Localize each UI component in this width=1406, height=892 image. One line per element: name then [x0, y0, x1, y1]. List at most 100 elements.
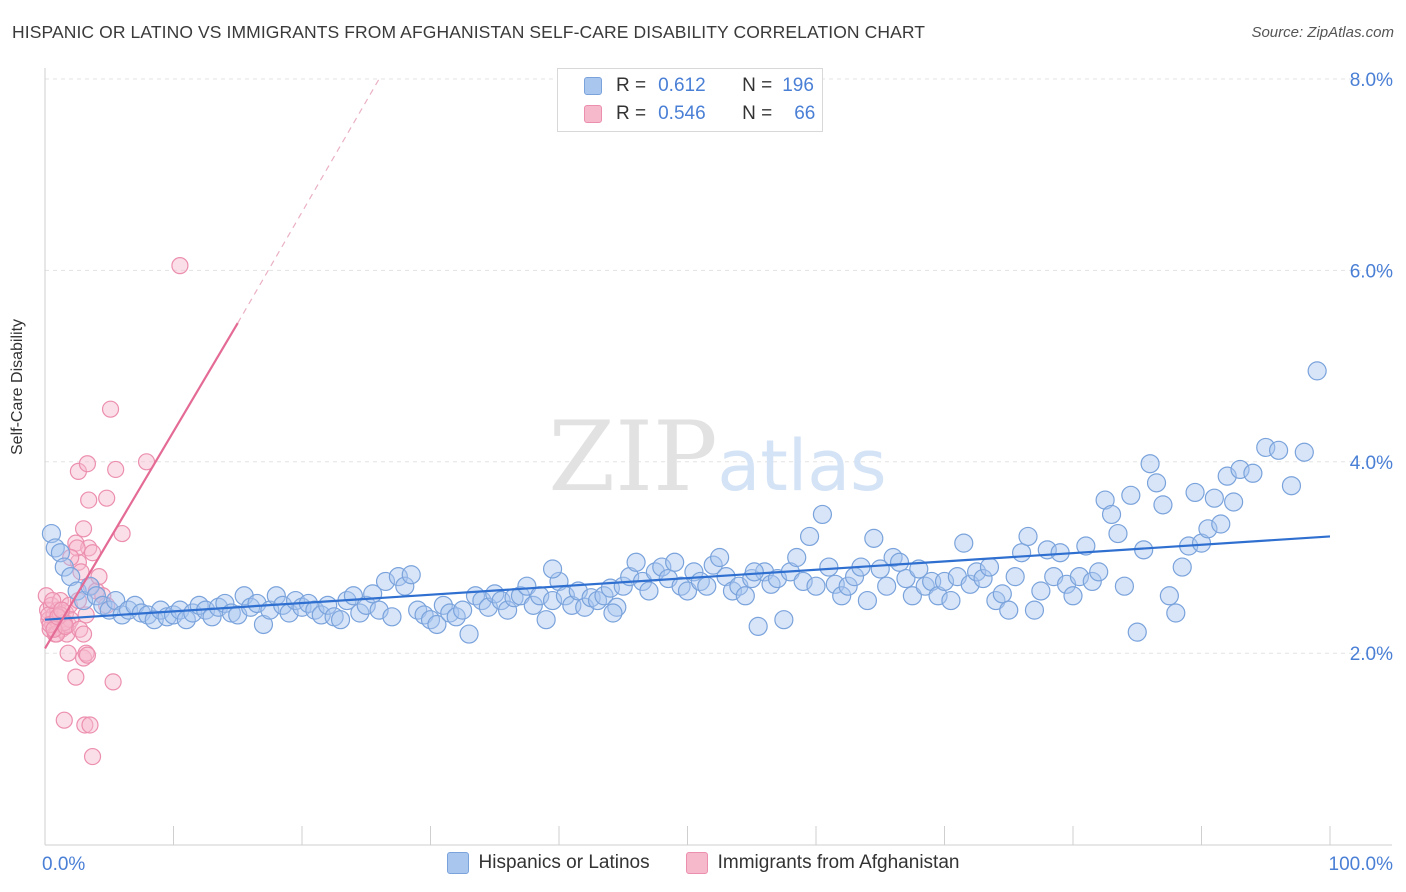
x-tick-label-min: 0.0% — [42, 854, 85, 875]
hispanic-point — [954, 533, 974, 553]
legend-item-afghanistan[interactable]: Immigrants from Afghanistan — [685, 852, 959, 874]
hispanic-point — [1211, 514, 1231, 534]
afghanistan-point — [104, 673, 122, 691]
hispanic-point — [1146, 473, 1167, 493]
source-label: Source: ZipAtlas.com — [1251, 24, 1394, 41]
hispanic-point — [330, 610, 351, 630]
watermark-zip: ZIP — [548, 401, 717, 513]
hispanic-point — [1011, 543, 1032, 563]
afghanistan-point — [81, 716, 99, 734]
afghanistan-point — [98, 489, 116, 507]
trend-lines — [44, 78, 1331, 649]
hispanic-point — [1076, 536, 1096, 556]
hispanic-point — [106, 590, 126, 611]
legend-n-value: 66 — [794, 103, 816, 124]
hispanic-point — [427, 614, 447, 635]
legend-n-label: N = — [742, 103, 773, 124]
legend-swatch-pink — [685, 852, 708, 874]
afghanistan-point — [74, 520, 93, 538]
hispanic-point — [744, 562, 764, 582]
hispanic-point — [832, 586, 852, 606]
hispanic-point — [510, 586, 531, 606]
hispanic-point — [1089, 562, 1109, 582]
hispanic-point — [542, 590, 563, 611]
legend-n-label: N = — [742, 75, 773, 96]
hispanic-point — [1114, 576, 1135, 596]
hispanic-point — [1243, 463, 1263, 483]
afghanistan-point — [77, 606, 95, 624]
hispanic-point — [799, 526, 820, 547]
legend-item-hispanic[interactable]: Hispanics or Latinos — [446, 852, 650, 874]
hispanic-point — [433, 595, 453, 615]
legend-r-label: R = — [616, 75, 647, 96]
afghanistan-point — [78, 646, 97, 664]
hispanic-point — [652, 557, 672, 577]
hispanic-point — [1224, 492, 1244, 512]
hispanic-point — [395, 576, 415, 596]
legend-swatch-blue — [446, 852, 469, 874]
hispanic-point — [1307, 361, 1327, 381]
hispanic-point — [594, 586, 614, 606]
hispanic-point — [1198, 519, 1218, 539]
legend-r-value: 0.546 — [658, 103, 706, 124]
hispanic-point — [1185, 482, 1205, 503]
afghanistan-point — [83, 747, 102, 766]
legend-label-hispanic: Hispanics or Latinos — [478, 852, 650, 873]
hispanic-point — [626, 552, 646, 572]
y-tick-label: 4.0% — [1350, 453, 1393, 474]
hispanic-point — [1268, 440, 1289, 460]
hispanic-point — [54, 557, 74, 577]
legend-r-label: R = — [616, 103, 647, 124]
hispanic-point — [941, 590, 961, 611]
hispanic-point — [697, 576, 717, 596]
legend-r-value: 0.612 — [658, 75, 706, 96]
hispanic-point — [1172, 557, 1192, 577]
hispanic-point — [86, 586, 107, 606]
hispanic-point — [1101, 504, 1122, 525]
hispanic-point — [999, 600, 1019, 620]
legend-row-afghanistan: R = 0.546 N = 66 — [584, 101, 815, 127]
hispanic-point — [1082, 571, 1102, 592]
hispanic-point — [382, 607, 402, 627]
hispanic-point — [819, 557, 839, 577]
hispanic-point — [1121, 485, 1141, 505]
hispanic-point — [1127, 622, 1147, 642]
afghanistan-point — [59, 644, 77, 662]
hispanic-point — [401, 565, 421, 585]
x-tick-label-max: 100.0% — [1329, 854, 1394, 875]
hispanic-point — [703, 555, 723, 575]
afghanistan-point — [80, 491, 98, 509]
hispanic-point — [889, 552, 910, 572]
series-legend: Hispanics or Latinos Immigrants from Afg… — [0, 852, 1406, 874]
hispanic-point — [639, 581, 659, 601]
hispanic-point — [896, 568, 916, 589]
hispanic-point — [498, 600, 518, 620]
axes — [44, 68, 1392, 846]
hispanic-point — [603, 603, 623, 623]
hispanic-point — [523, 595, 543, 615]
afghanistan-point — [78, 455, 97, 473]
hispanic-point — [1031, 581, 1051, 601]
afghanistan-point — [74, 625, 93, 643]
legend-swatch-pink — [584, 105, 602, 123]
afghanistan-point — [107, 460, 125, 479]
afghanistan-point — [62, 548, 80, 567]
y-tick-label: 8.0% — [1350, 70, 1393, 91]
afghanistan-point — [72, 563, 90, 581]
hispanic-point — [517, 576, 537, 596]
afghanistan-point — [56, 617, 75, 636]
hispanic-point — [902, 586, 922, 606]
y-axis-label: Self-Care Disability — [9, 318, 26, 455]
afghanistan-point — [68, 539, 86, 557]
hispanic-trend-line — [44, 535, 1331, 621]
hispanic-point — [41, 523, 62, 544]
afghanistan-point — [171, 257, 189, 275]
hispanic-point — [1063, 586, 1083, 606]
hispanic-point — [350, 603, 370, 623]
y-tick-label: 2.0% — [1350, 644, 1393, 665]
afghanistan-point — [76, 716, 94, 734]
hispanic-point — [1153, 495, 1173, 515]
hispanic-point — [253, 614, 274, 635]
hispanic-point — [973, 568, 993, 589]
